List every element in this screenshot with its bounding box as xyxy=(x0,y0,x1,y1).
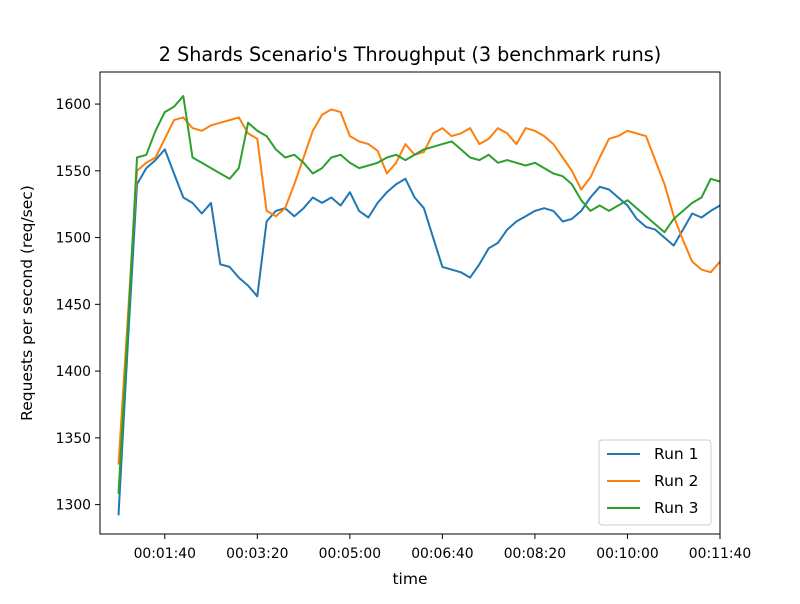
series-lines xyxy=(117,95,721,516)
y-tick-label: 1450 xyxy=(56,297,91,313)
legend: Run 1 Run 2 Run 3 xyxy=(598,439,712,526)
y-tick-label: 1300 xyxy=(56,498,91,514)
y-tick-label: 1600 xyxy=(56,97,91,113)
plot-frame xyxy=(99,71,721,535)
series-line-run-1 xyxy=(117,148,721,516)
series-line-run-3 xyxy=(117,95,721,494)
x-tick-label: 00:10:00 xyxy=(596,546,658,562)
y-tick-label: 1350 xyxy=(56,431,91,447)
series-line-run-2 xyxy=(117,108,721,465)
y-tick-label: 1400 xyxy=(56,364,91,380)
legend-label-run-3: Run 3 xyxy=(654,499,699,517)
x-tick-label: 00:08:20 xyxy=(504,546,566,562)
x-tick-label: 00:01:40 xyxy=(134,546,196,562)
legend-label-run-2: Run 2 xyxy=(654,472,699,490)
x-tick-label: 00:03:20 xyxy=(226,546,288,562)
x-tick-label: 00:11:40 xyxy=(689,546,751,562)
y-tick-label: 1500 xyxy=(56,231,91,247)
y-axis-label: Requests per second (req/sec) xyxy=(18,185,36,421)
x-tick-label: 00:05:00 xyxy=(319,546,381,562)
x-tick-label: 00:06:40 xyxy=(411,546,473,562)
x-axis-label: time xyxy=(392,570,427,588)
legend-label-run-1: Run 1 xyxy=(654,445,699,463)
y-tick-label: 1550 xyxy=(56,164,91,180)
chart-title: 2 Shards Scenario's Throughput (3 benchm… xyxy=(159,43,661,66)
legend-box xyxy=(598,439,712,526)
axis-ticks: 00:01:40 00:03:20 00:05:00 00:06:40 00:08:20… xyxy=(56,97,752,562)
